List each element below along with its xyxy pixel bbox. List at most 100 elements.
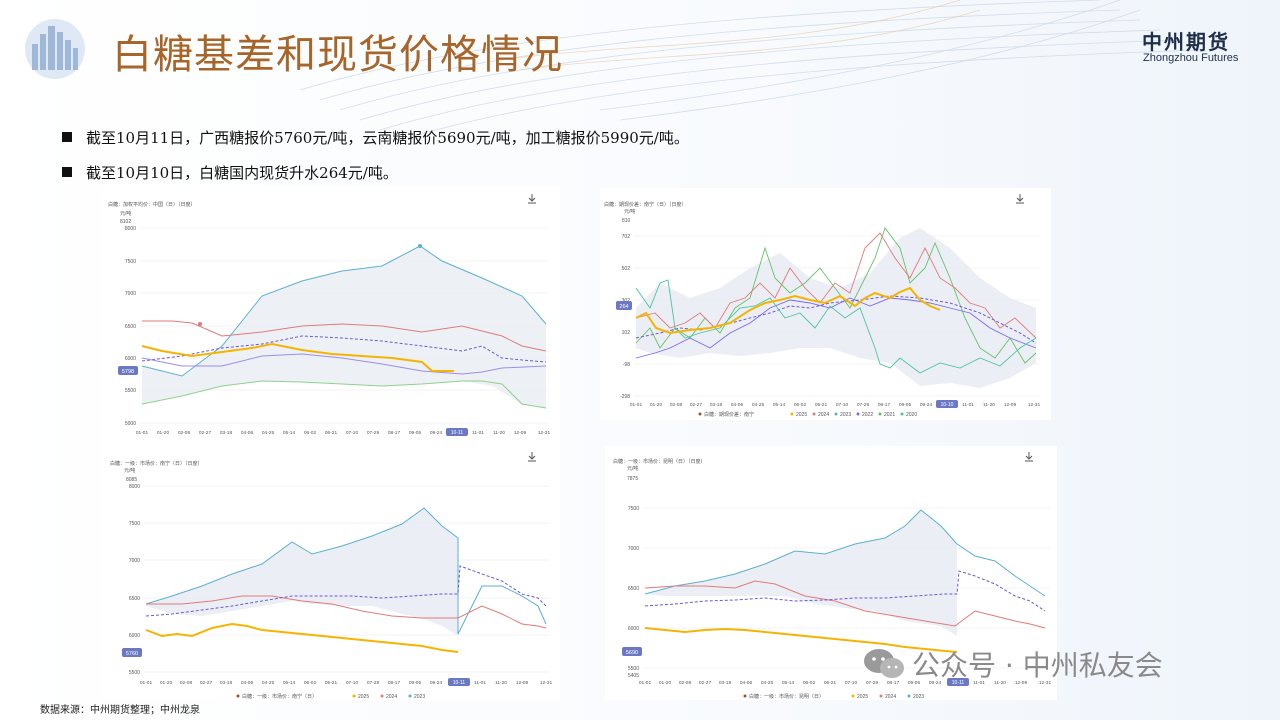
svg-text:2022: 2022 xyxy=(862,412,873,418)
download-icon[interactable] xyxy=(528,452,536,462)
svg-text:02-08: 02-08 xyxy=(180,680,193,686)
y-tick: 102 xyxy=(622,330,631,336)
y-tick: -298 xyxy=(620,394,630,400)
chart-legend: 白糖：一级：市场价：昆明（日） 2025 2024 2023 xyxy=(743,693,924,700)
svg-text:08-17: 08-17 xyxy=(878,402,891,408)
svg-text:09-24: 09-24 xyxy=(430,430,443,436)
svg-text:01-01: 01-01 xyxy=(630,402,643,408)
svg-text:白糖：一级：市场价：昆明（日）: 白糖：一级：市场价：昆明（日） xyxy=(749,693,824,700)
chart-title: 白糖：期现价差：南宁（日）（日度） xyxy=(604,201,687,208)
y-tick: 7500 xyxy=(129,521,140,527)
svg-text:11-01: 11-01 xyxy=(472,430,484,436)
svg-text:11-01: 11-01 xyxy=(973,680,985,686)
svg-text:04-06: 04-06 xyxy=(731,402,744,408)
svg-text:12-09: 12-09 xyxy=(514,430,527,436)
svg-text:03-18: 03-18 xyxy=(220,680,233,686)
current-date-label: 10-10 xyxy=(941,402,954,408)
svg-text:05-14: 05-14 xyxy=(773,402,786,408)
svg-text:11-20: 11-20 xyxy=(495,680,507,686)
svg-text:2021: 2021 xyxy=(884,412,895,418)
current-value-label: 5690 xyxy=(626,650,638,656)
chart-weighted-average-price: 白糖：加权平均价：中国（日）（日度） 元/吨 8102 8000 7500 70… xyxy=(102,186,560,448)
y-tick: 6500 xyxy=(628,586,639,592)
x-axis-ticks: 01-01 01-20 02-08 02-27 03-18 04-06 04-25 05-14… xyxy=(140,680,553,686)
svg-text:05-14: 05-14 xyxy=(782,680,795,686)
svg-text:07-29: 07-29 xyxy=(367,430,380,436)
bullet-square-icon xyxy=(62,132,72,142)
svg-text:06-21: 06-21 xyxy=(325,430,338,436)
svg-text:04-25: 04-25 xyxy=(752,402,765,408)
data-source-note: 数据来源：中州期货整理；中州龙泉 xyxy=(40,705,200,716)
y-tick: 5500 xyxy=(628,666,639,672)
y-tick: 7500 xyxy=(125,259,136,265)
y-tick: 5500 xyxy=(125,388,136,394)
chart-title: 白糖：一级：市场价：昆明（日）（日度） xyxy=(613,458,706,465)
svg-text:12-31: 12-31 xyxy=(1028,402,1041,408)
download-icon[interactable] xyxy=(1016,194,1024,204)
svg-text:07-29: 07-29 xyxy=(857,402,870,408)
svg-text:2023: 2023 xyxy=(913,694,924,700)
download-icon[interactable] xyxy=(528,194,536,204)
svg-text:白糖：一级：市场价：南宁（日）: 白糖：一级：市场价：南宁（日） xyxy=(242,693,317,700)
svg-text:08-17: 08-17 xyxy=(388,430,401,436)
svg-text:06-02: 06-02 xyxy=(803,680,816,686)
svg-text:05-14: 05-14 xyxy=(283,430,296,436)
svg-text:06-02: 06-02 xyxy=(304,430,317,436)
svg-text:03-18: 03-18 xyxy=(719,680,732,686)
bullet-spot-prices: 截至10月11日，广西糖报价5760元/吨，云南糖报价5690元/吨，加工糖报价… xyxy=(62,127,689,148)
y-axis-unit: 元/吨 xyxy=(627,465,638,472)
svg-text:2024: 2024 xyxy=(885,694,896,700)
svg-text:01-20: 01-20 xyxy=(650,402,663,408)
svg-text:04-06: 04-06 xyxy=(241,680,254,686)
y-tick: 6500 xyxy=(129,596,140,602)
svg-text:01-01: 01-01 xyxy=(136,430,149,436)
svg-text:09-05: 09-05 xyxy=(908,680,921,686)
chart-price-kunming: 白糖：一级：市场价：昆明（日）（日度） 元/吨 7875 7500 7000 6… xyxy=(605,446,1057,700)
svg-text:白糖：期现价差：南宁: 白糖：期现价差：南宁 xyxy=(704,411,754,418)
svg-text:2024: 2024 xyxy=(818,412,829,418)
y-tick: 5500 xyxy=(129,670,140,676)
y-tick: -98 xyxy=(623,362,630,368)
x-axis-ticks: 01-01 01-20 02-08 02-27 03-18 04-06 04-25 05-14… xyxy=(136,430,551,436)
svg-text:03-18: 03-18 xyxy=(710,402,723,408)
y-axis-top-label: 8102 xyxy=(120,219,131,225)
y-tick: 6000 xyxy=(129,633,140,639)
svg-text:01-01: 01-01 xyxy=(140,680,153,686)
svg-text:08-17: 08-17 xyxy=(887,680,900,686)
page-title: 白糖基差和现货价格情况 xyxy=(112,32,563,78)
y-tick: 7000 xyxy=(628,546,639,552)
svg-text:12-31: 12-31 xyxy=(1039,680,1052,686)
y-tick: 6500 xyxy=(125,324,136,330)
svg-text:09-05: 09-05 xyxy=(409,430,422,436)
svg-text:11-01: 11-01 xyxy=(962,402,974,408)
svg-text:2025: 2025 xyxy=(857,694,868,700)
y-axis-unit: 元/吨 xyxy=(624,208,635,215)
svg-text:02-27: 02-27 xyxy=(199,430,212,436)
svg-text:2023: 2023 xyxy=(414,694,425,700)
svg-text:01-20: 01-20 xyxy=(659,680,672,686)
download-icon[interactable] xyxy=(1025,452,1033,462)
y-tick: 7000 xyxy=(129,558,140,564)
svg-text:02-08: 02-08 xyxy=(679,680,692,686)
current-date-label: 10-11 xyxy=(952,680,965,686)
x-axis-ticks: 01-01 01-20 02-08 02-27 03-18 04-06 04-25 05-14… xyxy=(630,402,1041,408)
svg-text:01-20: 01-20 xyxy=(157,430,170,436)
svg-text:07-10: 07-10 xyxy=(845,680,858,686)
y-tick: 7000 xyxy=(125,291,136,297)
chart-price-nanning: 白糖：一级：市场价：南宁（日）（日度） 元/吨 8085 8000 7500 7… xyxy=(102,446,560,700)
current-value-label: 5760 xyxy=(126,651,138,657)
y-tick: 5405 xyxy=(628,673,639,679)
svg-text:07-10: 07-10 xyxy=(346,680,359,686)
current-date-label: 10-11 xyxy=(453,680,466,686)
svg-text:03-18: 03-18 xyxy=(220,430,233,436)
chart-legend: 白糖：一级：市场价：南宁（日） 2025 2024 2023 xyxy=(236,693,425,700)
svg-text:09-24: 09-24 xyxy=(430,680,443,686)
current-value-label: 5798 xyxy=(122,369,134,375)
svg-text:07-10: 07-10 xyxy=(836,402,849,408)
svg-text:11-01: 11-01 xyxy=(474,680,486,686)
current-value-label: 264 xyxy=(619,304,628,310)
bullet-text: 截至10月11日，广西糖报价5760元/吨，云南糖报价5690元/吨，加工糖报价… xyxy=(86,129,689,147)
svg-text:12-31: 12-31 xyxy=(540,680,553,686)
svg-text:2024: 2024 xyxy=(386,694,397,700)
svg-text:04-06: 04-06 xyxy=(241,430,254,436)
